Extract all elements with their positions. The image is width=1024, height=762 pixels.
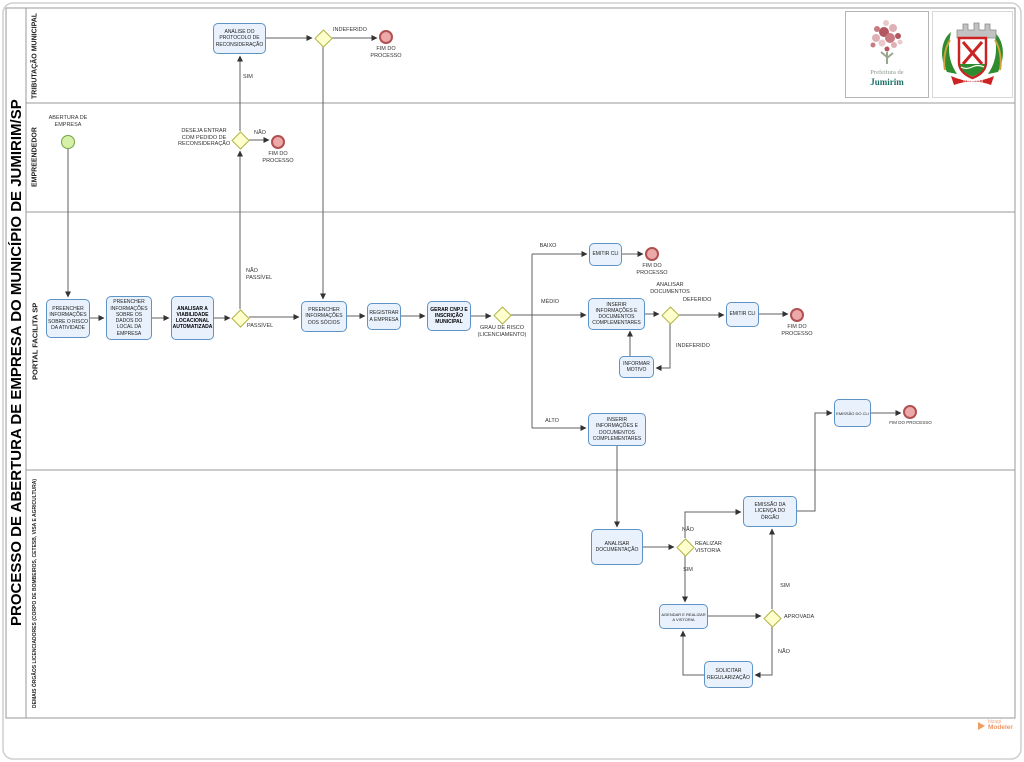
task-emissao-cli: EMISSÃO DO CLI <box>834 399 871 427</box>
crest-banner-text: JUMIRIM <box>962 80 983 86</box>
jumirim-coat-of-arms: JUMIRIM <box>932 11 1013 98</box>
edge-label-nao-vistoria: NÃO <box>682 527 694 533</box>
task-agendar-vistoria: AGENDAR E REALIZAR A VISTORIA <box>659 604 708 629</box>
task-emitir-cli-medio: EMITIR CLI <box>726 302 759 327</box>
lane-label-portal: PORTAL FACILITA SP <box>30 302 40 380</box>
end-event-label: FIM DO PROCESSO <box>262 151 294 164</box>
edge-label-indeferido-medio: INDEFERIDO <box>676 343 710 349</box>
coat-of-arms-icon: JUMIRIM <box>942 22 1003 86</box>
lane-label-tributacao: TRIBUTAÇÃO MUNICIPAL <box>31 12 39 99</box>
watermark-text-modeler: Modeler <box>988 724 1013 732</box>
task-analisar-documentacao: ANALISAR DOCUMENTAÇÃO <box>591 529 643 565</box>
task-inserir-docs-medio: INSERIR INFORMAÇÕES E DOCUMENTOS COMPLEM… <box>588 298 645 330</box>
task-analise-protocolo: ANÁLISE DO PROTOCOLO DE RECONSIDERAÇÃO <box>213 23 266 54</box>
end-event-label: FIM DO PROCESSO <box>889 420 932 425</box>
end-event-icon <box>903 405 917 419</box>
end-event-icon <box>645 247 659 261</box>
edge-label-deferido: DEFERIDO <box>683 297 712 303</box>
prefeitura-jumirim-logo: Prefeitura de Jumirim <box>845 11 929 98</box>
edge-label-nao-reconsideracao: NÃO <box>254 130 266 136</box>
gateway-deseja-reconsideracao-label: DESEJA ENTRAR COM PEDIDO DE RECONSIDERAÇ… <box>178 128 231 148</box>
task-informar-motivo: INFORMAR MOTIVO <box>619 356 654 378</box>
edge-label-alto: ALTO <box>545 418 559 424</box>
task-registrar-empresa: REGISTRAR A EMPRESA <box>367 303 401 330</box>
edge-label-baixo: BAIXO <box>539 243 557 249</box>
pool-and-lanes <box>5 7 1016 719</box>
end-event-label: FIM DO PROCESSO <box>636 263 668 276</box>
task-analisar-viabilidade: ANALISAR A VIABILIDADE LOCACIONAL AUTOMA… <box>171 296 214 340</box>
end-event-icon <box>790 308 804 322</box>
bizagi-modeler-watermark: bizagi Modeler <box>978 719 1013 732</box>
tree-logo-icon <box>870 20 903 64</box>
edge-label-indeferido: INDEFERIDO <box>333 27 367 33</box>
end-event-icon <box>379 30 393 44</box>
edge-label-passivel: PASSÍVEL <box>247 323 274 329</box>
task-inserir-docs-alto: INSERIR INFORMAÇÕES E DOCUMENTOS COMPLEM… <box>588 413 646 446</box>
edge-label-sim-top: SIM <box>243 74 253 80</box>
task-preencher-socios: PREENCHER INFORMAÇÕES DOS SÓCIOS <box>301 301 347 332</box>
task-preencher-risco: PREENCHER INFORMAÇÕES SOBRE O RISCO DA A… <box>46 299 90 338</box>
watermark-text-bizagi: bizagi <box>988 719 1002 725</box>
prefeitura-logo-text-line2: Jumirim <box>870 77 904 87</box>
start-event-icon <box>61 135 75 149</box>
task-emitir-cli-baixo: EMITIR CLI <box>589 243 622 266</box>
edge-label-sim-vistoria: SIM <box>683 567 693 573</box>
gateway-grau-risco-label: GRAU DE RISCO (LICENCIAMENTO) <box>477 325 527 338</box>
task-gerar-cnpj: GERAR CNPJ E INSCRIÇÃO MUNICIPAL <box>427 301 471 331</box>
task-solicitar-regularizacao: SOLICITAR REGULARIZAÇÃO <box>704 661 753 688</box>
edge-label-nao-passivel: NÃO PASSÍVEL <box>246 268 273 281</box>
end-event-icon <box>271 135 285 149</box>
prefeitura-logo-text-line1: Prefeitura de <box>870 69 904 76</box>
lane-label-demais-orgaos: DEMAIS ÓRGÃOS LICENCIADORES (CORPO DE BO… <box>32 479 38 709</box>
gateway-analisar-documentos-label: ANALISAR DOCUMENTOS <box>650 282 690 295</box>
task-emissao-licenca: EMISSÃO DA LICENÇA DO ÓRGÃO <box>743 496 797 527</box>
edge-label-sim-aprovada: SIM <box>780 583 790 589</box>
gateway-realizar-vistoria-label: REALIZAR VISTORIA <box>695 541 722 554</box>
edge-label-nao-aprovada: NÃO <box>778 649 790 655</box>
gateway-aprovada-label: APROVADA <box>784 614 815 620</box>
lane-label-empreendedor: EMPREENDEDOR <box>31 127 39 188</box>
end-event-label: FIM DO PROCESSO <box>370 46 402 59</box>
task-preencher-local: PREENCHER INFORMAÇÕES SOBRE OS DADOS DO … <box>106 296 152 340</box>
sequence-flows <box>65 35 902 678</box>
bizagi-icon <box>978 722 985 731</box>
end-event-label: FIM DO PROCESSO <box>781 324 813 337</box>
start-event-label: ABERTURA DE EMPRESA <box>48 115 88 128</box>
process-title: PROCESSO DE ABERTURA DE EMPRESA DO MUNIC… <box>8 99 25 627</box>
edge-label-medio: MÉDIO <box>540 299 560 305</box>
